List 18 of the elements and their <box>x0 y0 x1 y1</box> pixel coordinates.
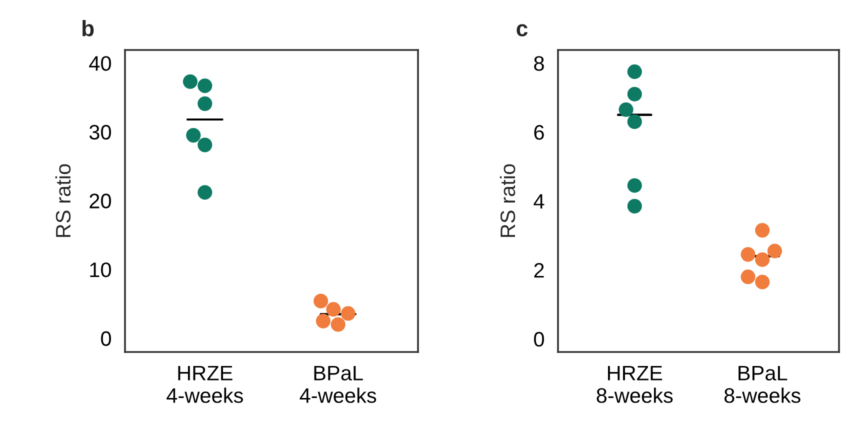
y-axis-title: RS ratio <box>55 164 71 237</box>
y-tick-label: 0 <box>101 331 111 346</box>
x-tick-label: BPaL 4-weeks <box>300 366 376 403</box>
y-tick-label: 0 <box>534 332 544 347</box>
y-tick-label: 8 <box>534 56 544 71</box>
y-tick-label: 30 <box>89 124 111 140</box>
y-axis-title: RS ratio <box>500 164 516 237</box>
y-tick-label: 20 <box>90 194 111 208</box>
y-tick-label: 4 <box>534 194 544 209</box>
y-tick-label: 2 <box>534 262 544 278</box>
y-tick-label: 6 <box>534 125 544 140</box>
x-tick-label: HRZE 4-weeks <box>166 366 243 403</box>
x-tick-label: HRZE 8-weeks <box>596 366 673 403</box>
x-tick-label: BPaL 8-weeks <box>724 366 800 403</box>
chart-title: b <box>82 20 94 36</box>
y-tick-label: 40 <box>89 56 111 71</box>
y-tick-label: 10 <box>90 262 111 278</box>
chart-title: c <box>516 24 528 36</box>
